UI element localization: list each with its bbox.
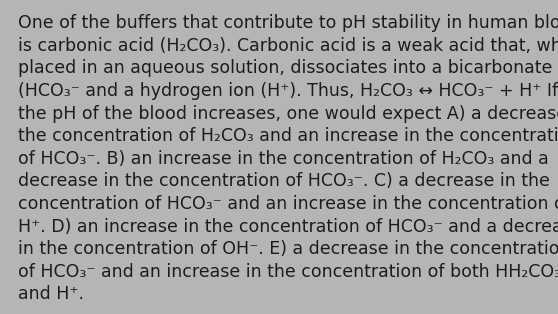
Text: concentration of HCO₃⁻ and an increase in the concentration of: concentration of HCO₃⁻ and an increase i…: [18, 195, 558, 213]
Text: (HCO₃⁻ and a hydrogen ion (H⁺). Thus, H₂CO₃ ↔ HCO₃⁻ + H⁺ If: (HCO₃⁻ and a hydrogen ion (H⁺). Thus, H₂…: [18, 82, 558, 100]
Text: the pH of the blood increases, one would expect A) a decrease in: the pH of the blood increases, one would…: [18, 105, 558, 122]
Text: of HCO₃⁻ and an increase in the concentration of both HH₂CO₃: of HCO₃⁻ and an increase in the concentr…: [18, 263, 558, 281]
Text: the concentration of H₂CO₃ and an increase in the concentration: the concentration of H₂CO₃ and an increa…: [18, 127, 558, 145]
Text: decrease in the concentration of HCO₃⁻. C) a decrease in the: decrease in the concentration of HCO₃⁻. …: [18, 172, 550, 190]
Text: is carbonic acid (H₂CO₃). Carbonic acid is a weak acid that, when: is carbonic acid (H₂CO₃). Carbonic acid …: [18, 37, 558, 55]
Text: of HCO₃⁻. B) an increase in the concentration of H₂CO₃ and a: of HCO₃⁻. B) an increase in the concentr…: [18, 150, 549, 168]
Text: placed in an aqueous solution, dissociates into a bicarbonate ion: placed in an aqueous solution, dissociat…: [18, 59, 558, 77]
Text: in the concentration of OH⁻. E) a decrease in the concentration: in the concentration of OH⁻. E) a decrea…: [18, 240, 558, 258]
Text: One of the buffers that contribute to pH stability in human blood: One of the buffers that contribute to pH…: [18, 14, 558, 32]
Text: and H⁺.: and H⁺.: [18, 285, 84, 303]
Text: H⁺. D) an increase in the concentration of HCO₃⁻ and a decrease: H⁺. D) an increase in the concentration …: [18, 218, 558, 236]
